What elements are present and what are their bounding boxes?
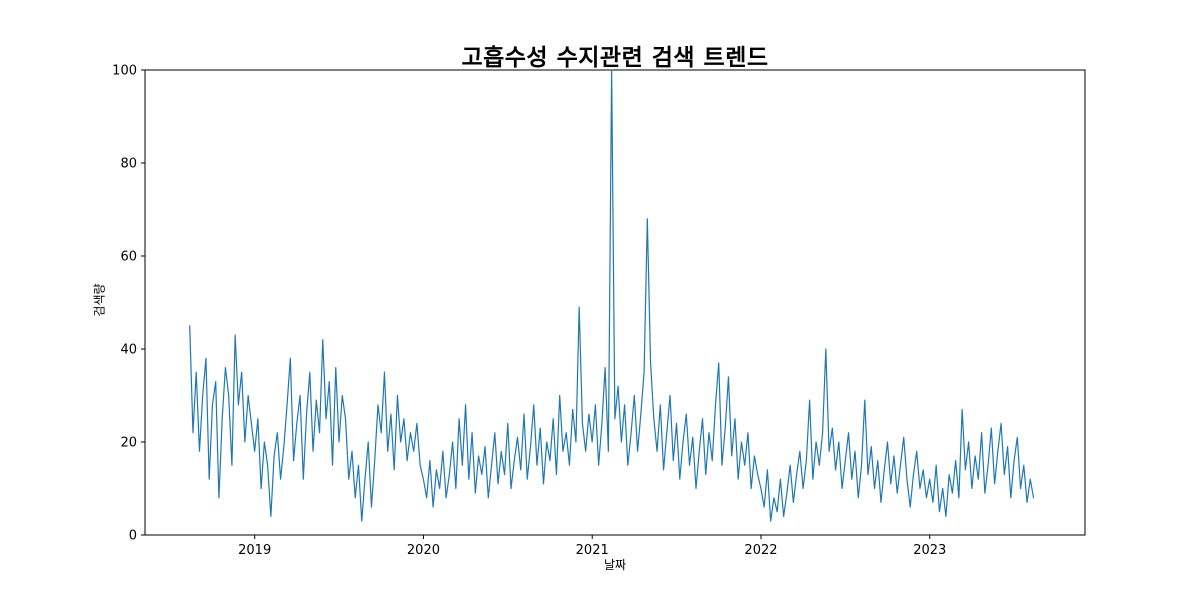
x-tick-label: 2019: [238, 543, 271, 558]
x-tick-label: 2022: [744, 543, 777, 558]
x-tick-label: 2020: [407, 543, 440, 558]
y-tick-label: 40: [120, 343, 137, 358]
y-tick-label: 80: [120, 157, 137, 172]
y-tick-label: 100: [112, 64, 137, 79]
x-axis-label: 날짜: [603, 558, 627, 572]
plot-border: [144, 69, 1086, 536]
y-axis-label: 검색량: [92, 283, 107, 317]
search-trend-line: [189, 69, 1035, 522]
y-tick-label: 0: [129, 529, 137, 544]
y-tick-label: 20: [120, 436, 137, 451]
chart-title: 고흡수성 수지관련 검색 트렌드: [461, 45, 769, 71]
y-tick-label: 60: [120, 250, 137, 265]
x-tick-label: 2023: [913, 543, 946, 558]
x-tick-label: 2021: [576, 543, 609, 558]
